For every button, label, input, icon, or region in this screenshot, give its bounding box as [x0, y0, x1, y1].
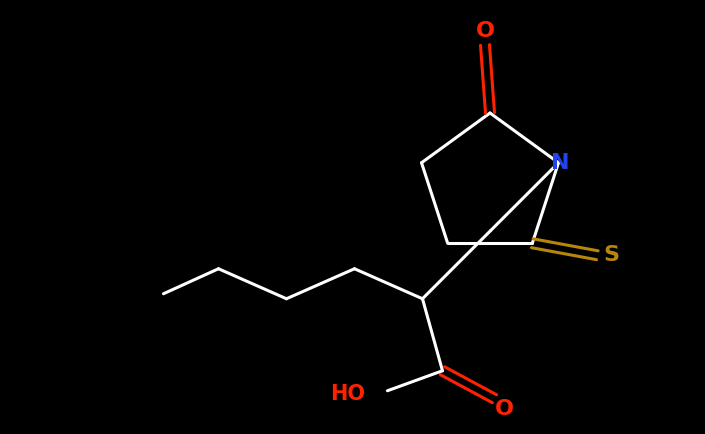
Text: O: O	[495, 399, 514, 419]
Text: O: O	[475, 21, 494, 41]
Text: HO: HO	[331, 384, 365, 404]
Text: N: N	[551, 153, 570, 173]
Text: S: S	[603, 245, 619, 265]
